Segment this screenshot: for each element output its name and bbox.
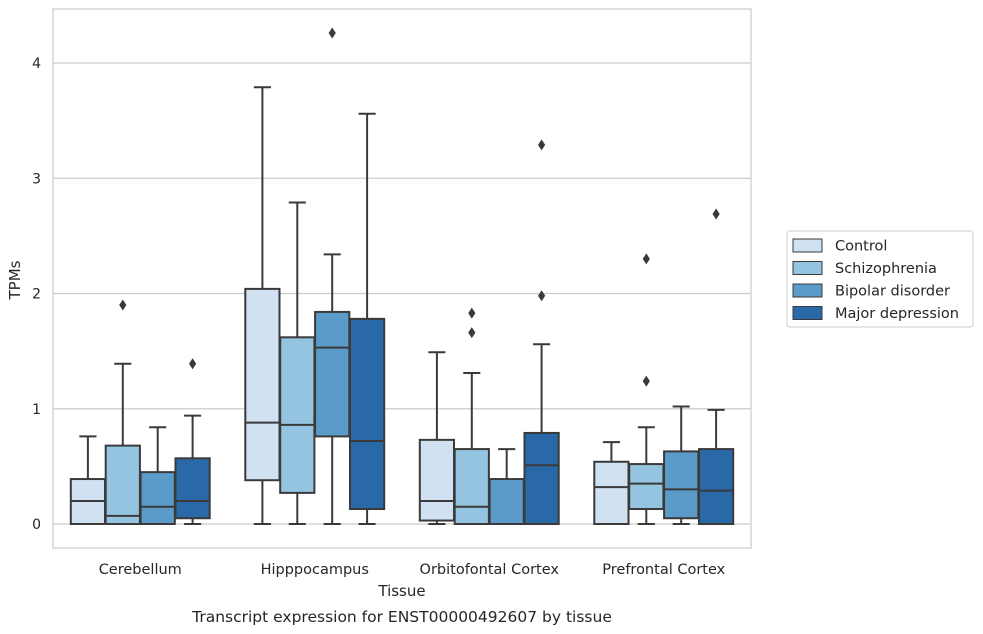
grid-lines (53, 62, 751, 525)
iqr-box (453, 448, 490, 525)
iqr-box (279, 336, 316, 494)
legend-label: Major depression (835, 306, 959, 322)
outlier-point (468, 327, 476, 339)
box-schizophrenia (104, 299, 141, 526)
outlier-point (538, 139, 546, 151)
box-control (244, 86, 281, 525)
y-tick-label: 3 (32, 171, 41, 187)
iqr-box (488, 478, 525, 525)
iqr-box (418, 438, 456, 522)
outlier-point (642, 253, 650, 265)
legend-box (786, 230, 974, 328)
legend-swatch (792, 283, 823, 298)
box-bipolar-disorder (488, 448, 525, 525)
plot-frame (52, 8, 752, 549)
y-tick-label: 1 (32, 402, 41, 418)
x-tick-label: Hipppocampus (261, 562, 369, 578)
y-axis-label: TPMs (6, 260, 24, 300)
box-bipolar-disorder (663, 405, 700, 525)
box-control (69, 435, 107, 525)
x-tick-labels: Cerebellum Hipppocampus Orbitofontal Corte… (99, 562, 726, 578)
x-tick-label: Cerebellum (99, 562, 182, 578)
outlier-point (189, 358, 197, 370)
y-tick-label: 4 (32, 56, 41, 72)
plot-boxes (69, 27, 735, 526)
outlier-point (642, 375, 650, 387)
box-schizophrenia (453, 307, 490, 525)
box-major-depression (697, 208, 735, 525)
outlier-point (538, 290, 546, 302)
y-tick-labels: 0 1 2 3 4 (32, 56, 41, 533)
iqr-box (139, 471, 176, 526)
x-axis-label: Tissue (377, 582, 425, 600)
box-control (418, 351, 456, 525)
chart-caption: Transcript expression for ENST0000049260… (191, 608, 612, 626)
box-major-depression (348, 112, 386, 525)
box-major-depression (523, 139, 560, 526)
iqr-box (244, 287, 281, 482)
x-tick-label: Prefrontal Cortex (602, 562, 725, 578)
box-control (593, 441, 630, 526)
iqr-box (104, 444, 141, 526)
outlier-point (328, 27, 336, 39)
box-schizophrenia (279, 201, 316, 525)
iqr-box (314, 310, 351, 438)
legend-label: Schizophrenia (835, 261, 937, 277)
box-schizophrenia (628, 253, 665, 525)
legend-label: Control (835, 239, 887, 255)
outlier-point (468, 307, 476, 319)
y-tick-label: 0 (32, 517, 41, 533)
y-tick-label: 2 (32, 287, 41, 303)
outlier-point (119, 299, 127, 311)
iqr-box (628, 463, 665, 511)
box-major-depression (174, 358, 211, 525)
box-bipolar-disorder (314, 27, 351, 525)
iqr-box (523, 431, 560, 526)
iqr-box (593, 460, 630, 526)
legend-swatch (792, 261, 823, 275)
outlier-point (712, 208, 720, 220)
legend: Control Schizophrenia Bipolar disorder Majo… (786, 230, 974, 328)
x-tick-label: Orbitofontal Cortex (420, 562, 560, 578)
iqr-box (697, 448, 735, 525)
iqr-box (348, 317, 386, 511)
iqr-box (174, 457, 211, 520)
legend-swatch (792, 306, 823, 320)
iqr-box (663, 450, 700, 520)
box-bipolar-disorder (139, 426, 176, 526)
legend-label: Bipolar disorder (835, 284, 950, 300)
legend-swatch (792, 238, 823, 253)
